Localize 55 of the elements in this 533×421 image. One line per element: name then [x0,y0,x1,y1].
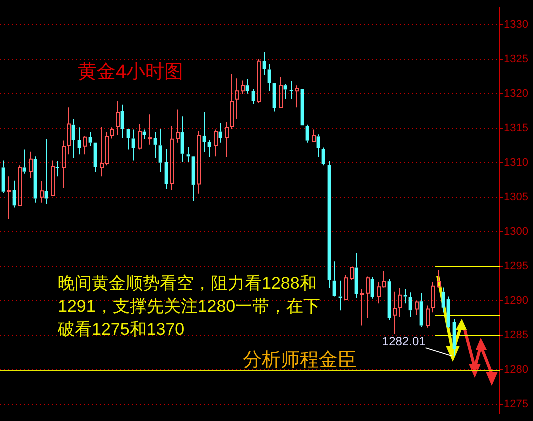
candlestick [170,126,174,191]
y-tick-label: 1285 [504,329,528,342]
candlestick [62,140,66,189]
y-tick-label: 1325 [504,53,528,66]
candlestick [442,287,446,314]
candlestick [272,84,276,112]
candlestick [437,270,441,288]
candlestick [197,130,201,194]
candlestick [116,100,120,136]
candlestick [180,116,184,163]
annotation: 晚间黄金顺势看空，阻力看1288和1291，支撑先关注1280一带，在下破看1275和1370 [58,273,322,341]
candlestick [138,124,142,150]
candlestick [40,181,44,204]
candlestick [148,114,152,146]
candlestick [268,64,272,92]
candlestick [78,127,82,156]
candlestick [2,160,6,194]
y-tick-label: 1305 [504,191,528,204]
candlestick [7,176,11,220]
candlestick [420,292,424,328]
candlestick [214,129,218,158]
candlestick [235,78,239,120]
candlestick [208,140,212,158]
y-tick-label: 1280 [504,364,528,376]
candlestick [366,276,370,319]
candlestick [67,107,71,156]
candlestick [360,288,364,326]
y-tick-label: 1315 [504,122,528,134]
candlestick [29,151,33,179]
candlestick [295,85,299,108]
candlestick [404,288,408,304]
candlestick [132,129,136,162]
y-tick-label: 1275 [504,398,528,410]
candlestick [252,88,256,105]
candlestick [322,147,326,166]
candlestick [56,161,60,178]
annotation: 分析师程金臣 [243,349,357,373]
candlestick [22,149,26,174]
y-tick-label: 1330 [504,18,528,31]
candlestick [176,109,180,144]
y-tick-label: 1320 [504,88,528,100]
y-tick-label: 1295 [504,260,528,272]
candlestick [158,128,162,174]
candlestick [316,134,320,158]
y-tick-label: 1310 [504,156,528,169]
y-tick-label: 1290 [504,294,528,307]
text: 黄金4小时图 [78,61,184,85]
candlestick [154,132,158,159]
candlestick [44,138,48,205]
candlestick [290,80,294,100]
candlestick [83,135,87,156]
annotation: 1282.01 [382,334,426,348]
candlestick [415,300,419,316]
y-tick-label: 1300 [504,226,528,238]
candlestick [164,148,168,190]
